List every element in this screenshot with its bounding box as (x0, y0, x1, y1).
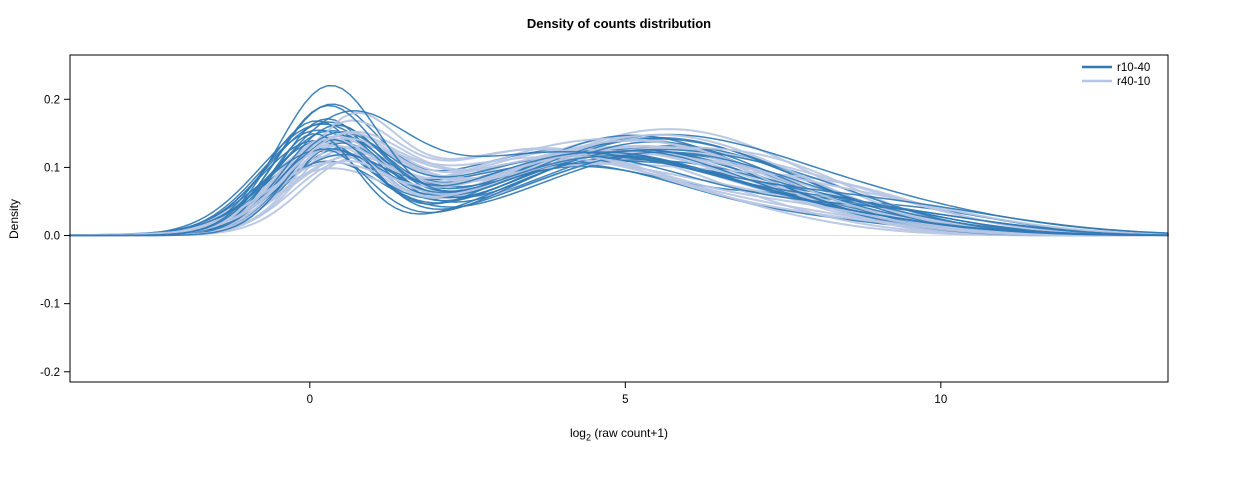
y-tick-label: -0.1 (40, 299, 60, 311)
y-tick-label: 0.0 (44, 231, 60, 243)
x-tick-label: 5 (622, 394, 628, 406)
density-curve (69, 133, 1169, 237)
legend-item-label: r10-40 (1117, 62, 1150, 74)
density-curve (69, 130, 1169, 237)
x-tick-label: 0 (307, 394, 313, 406)
legend-item-label: r40-10 (1117, 76, 1150, 88)
x-axis-label-prefix: log (569, 426, 586, 440)
y-tick-label: 0.2 (44, 94, 60, 106)
x-axis-label-suffix: (raw count+1) (590, 426, 669, 440)
y-tick-label: -0.2 (40, 367, 60, 379)
y-axis-label: Density (7, 199, 21, 240)
y-tick-label: 0.1 (44, 162, 60, 174)
chart-title: Density of counts distribution (526, 16, 712, 31)
plot-border (69, 54, 1169, 383)
density-curve (69, 104, 1169, 237)
x-axis-label: log2 (raw count+1) (70, 426, 1168, 442)
x-axis-label-subscript: 2 (585, 432, 591, 443)
density-curve (69, 144, 1169, 237)
density-curve (69, 139, 1169, 237)
x-tick-label: 10 (934, 394, 947, 406)
